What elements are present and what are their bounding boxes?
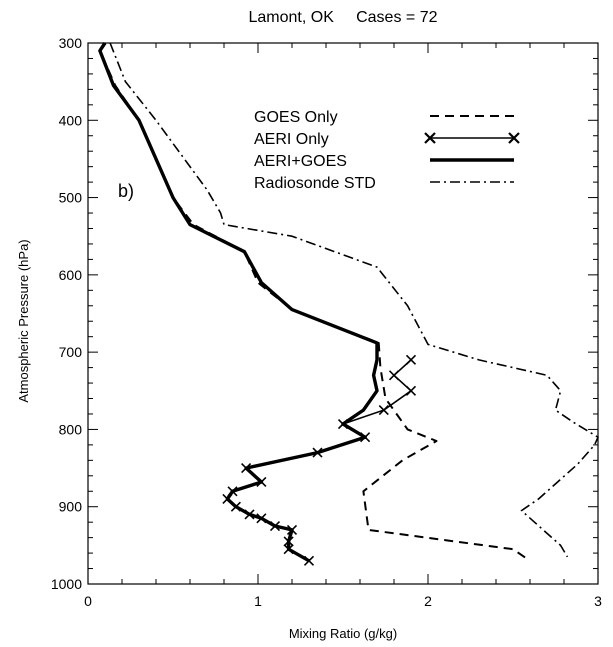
series-layer (98, 42, 599, 566)
y-tick-label: 600 (59, 267, 83, 283)
y-tick-label: 800 (59, 421, 83, 437)
legend: GOES Only AERI Only AERI+GOES Radiosonde ST… (254, 109, 520, 192)
plot-frame (87, 42, 599, 585)
x-tick-label: 0 (84, 593, 92, 609)
panel-label: b) (118, 181, 134, 201)
legend-x-marker (508, 132, 520, 144)
x-axis-title: Mixing Ratio (g/kg) (289, 626, 397, 641)
x-tick-label: 2 (424, 593, 432, 609)
y-tick-label: 900 (59, 499, 83, 515)
y-tick-label: 500 (59, 190, 83, 206)
legend-label: GOES Only (254, 109, 338, 126)
series-line-radiosonde-std (109, 42, 599, 558)
legend-x-marker (424, 132, 436, 144)
legend-label: Radiosonde STD (254, 175, 376, 192)
y-axis-title: Atmospheric Pressure (hPa) (16, 239, 31, 402)
y-tick-label: 300 (59, 35, 83, 51)
legend-label: AERI Only (254, 131, 329, 148)
x-tick-label: 1 (254, 593, 262, 609)
y-tick-label: 1000 (51, 576, 82, 592)
y-axis-ticks: 300 400 500 600 700 800 900 1000 (51, 35, 598, 592)
data-point-x-marker (378, 405, 389, 416)
chart-title: Lamont, OK Cases = 72 (249, 9, 438, 26)
y-tick-label: 400 (59, 112, 83, 128)
x-axis-ticks: 0 1 2 3 (84, 43, 602, 609)
data-point-x-marker (405, 354, 417, 365)
legend-label: AERI+GOES (254, 153, 347, 170)
data-point-x-marker (405, 385, 417, 396)
data-point-x-marker (388, 370, 400, 381)
y-tick-label: 700 (59, 344, 83, 360)
x-tick-label: 3 (594, 593, 602, 609)
series-line-aeri-goes (98, 42, 379, 563)
